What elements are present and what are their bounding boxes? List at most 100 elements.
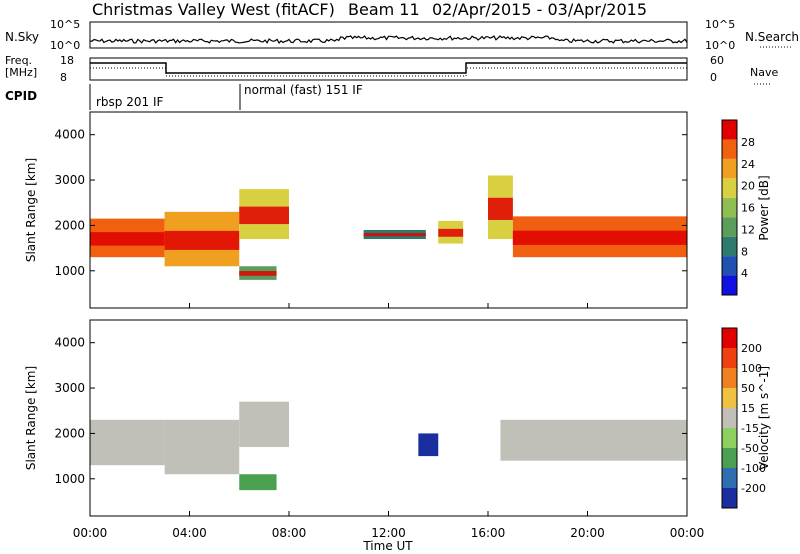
freq-label-line1: Freq. bbox=[5, 54, 32, 67]
nave-trace bbox=[90, 67, 687, 77]
colorbar-swatch-5 bbox=[722, 388, 737, 408]
velocity-band-2 bbox=[239, 401, 289, 448]
colorbar-tick-3: 16 bbox=[741, 202, 755, 215]
x-axis-ticks: 00:00 04:00 08:00 12:00 16:00 20:00 00:00 bbox=[73, 303, 705, 540]
power-colorbar-frame bbox=[721, 119, 738, 296]
velocity-colorbar-frame bbox=[721, 327, 738, 509]
colorbar-tick-4: 12 bbox=[741, 223, 755, 236]
velocity-colorbar: 200 100 50 15 -15 -50 -100 -200 bbox=[722, 328, 766, 508]
freq-panel-frame bbox=[89, 57, 688, 81]
cpid-segment-1: rbsp 201 IF bbox=[96, 95, 163, 109]
y-tick-label-2: 2000 bbox=[54, 218, 85, 232]
nsky-trace bbox=[89, 35, 688, 45]
x-tick-label-0: 00:00 bbox=[73, 526, 108, 540]
colorbar-swatch-7 bbox=[722, 139, 737, 159]
power-band-core-5 bbox=[438, 228, 464, 237]
colorbar-swatch-1 bbox=[722, 256, 737, 276]
velocity-colorbar-label: Velocity [m s^-1] bbox=[757, 366, 771, 470]
nsky-tick-bottom: 10^0 bbox=[50, 39, 80, 52]
y-tick-label-0: 4000 bbox=[54, 128, 85, 142]
colorbar-tick-2: 20 bbox=[741, 180, 755, 193]
power-data bbox=[90, 175, 687, 280]
freq-trace bbox=[90, 62, 687, 74]
colorbar-swatch-0 bbox=[722, 488, 737, 508]
power-band-core-1 bbox=[164, 230, 240, 250]
colorbar-tick-2: 50 bbox=[741, 382, 755, 395]
power-colorbar: 28 24 20 16 12 8 4 bbox=[722, 120, 755, 295]
velocity-band-5 bbox=[500, 419, 687, 461]
nsearch-tick-bottom: 10^0 bbox=[705, 39, 735, 52]
colorbar-swatch-5 bbox=[722, 178, 737, 198]
cpid-label: CPID bbox=[5, 89, 37, 103]
colorbar-swatch-8 bbox=[722, 120, 737, 140]
power-ylabel: Slant Range [km] bbox=[24, 158, 38, 262]
y-tick-label-1: 3000 bbox=[54, 173, 85, 187]
colorbar-swatch-0 bbox=[722, 275, 737, 295]
x-axis-label: Time UT bbox=[362, 539, 413, 553]
colorbar-swatch-4 bbox=[722, 197, 737, 218]
freq-tick-bottom: 8 bbox=[60, 71, 67, 84]
nave-tick-bottom: 0 bbox=[710, 71, 717, 84]
nsearch-tick-top: 10^5 bbox=[705, 18, 735, 31]
velocity-ylabel: Slant Range [km] bbox=[24, 366, 38, 470]
colorbar-tick-0: 28 bbox=[741, 136, 755, 149]
power-band-core-2 bbox=[239, 206, 289, 225]
x-tick-label-5: 20:00 bbox=[570, 526, 605, 540]
y-tick-label-3: 1000 bbox=[54, 472, 85, 486]
colorbar-tick-0: 200 bbox=[741, 342, 762, 355]
colorbar-swatch-4 bbox=[722, 408, 737, 428]
power-panel-frame bbox=[89, 111, 688, 309]
nsky-panel-frame bbox=[89, 21, 688, 49]
colorbar-swatch-7 bbox=[722, 348, 737, 368]
x-tick-label-4: 16:00 bbox=[471, 526, 506, 540]
colorbar-tick-6: -100 bbox=[741, 462, 766, 475]
y-tick-label-0: 4000 bbox=[54, 336, 85, 350]
velocity-panel-frame bbox=[89, 319, 688, 517]
power-band-core-3 bbox=[239, 271, 277, 276]
x-tick-label-3: 12:00 bbox=[371, 526, 406, 540]
colorbar-swatch-1 bbox=[722, 468, 737, 488]
colorbar-swatch-3 bbox=[722, 217, 737, 237]
colorbar-tick-3: 15 bbox=[741, 402, 755, 415]
date-range: 02/Apr/2015 - 03/Apr/2015 bbox=[432, 0, 647, 19]
y-tick-label-3: 1000 bbox=[54, 264, 85, 278]
power-y-ticks: 4000 3000 2000 1000 bbox=[54, 128, 687, 278]
velocity-data bbox=[90, 401, 687, 491]
freq-tick-top: 18 bbox=[60, 54, 74, 67]
velocity-band-3 bbox=[239, 474, 277, 491]
nsky-tick-top: 10^5 bbox=[50, 18, 80, 31]
freq-label-line2: [MHz] bbox=[5, 66, 37, 79]
nsearch-label: N.Search bbox=[745, 30, 799, 44]
colorbar-swatch-3 bbox=[722, 428, 737, 448]
power-band-core-6 bbox=[488, 197, 513, 220]
colorbar-tick-5: -50 bbox=[741, 442, 759, 455]
x-tick-label-6: 00:00 bbox=[670, 526, 705, 540]
colorbar-tick-1: 24 bbox=[741, 158, 755, 171]
power-band-core-4 bbox=[363, 233, 426, 237]
colorbar-tick-6: 4 bbox=[741, 267, 748, 280]
colorbar-tick-4: -15 bbox=[741, 422, 759, 435]
beam-label: Beam 11 bbox=[348, 0, 420, 19]
power-band-core-7 bbox=[512, 230, 687, 245]
velocity-y-ticks: 4000 3000 2000 1000 bbox=[54, 336, 687, 486]
colorbar-swatch-2 bbox=[722, 236, 737, 257]
y-tick-label-2: 2000 bbox=[54, 426, 85, 440]
figure-title: Christmas Valley West (fitACF) bbox=[92, 0, 335, 19]
x-tick-label-2: 08:00 bbox=[272, 526, 307, 540]
velocity-band-0 bbox=[90, 419, 165, 466]
x-tick-label-1: 04:00 bbox=[172, 526, 207, 540]
nsky-label: N.Sky bbox=[5, 30, 39, 44]
colorbar-tick-5: 8 bbox=[741, 245, 748, 258]
velocity-band-4 bbox=[418, 433, 439, 457]
colorbar-swatch-6 bbox=[722, 158, 737, 179]
power-band-core-0 bbox=[90, 232, 165, 246]
cpid-segment-2: normal (fast) 151 IF bbox=[244, 83, 363, 97]
colorbar-tick-7: -200 bbox=[741, 482, 766, 495]
colorbar-swatch-8 bbox=[722, 328, 737, 348]
velocity-band-1 bbox=[164, 419, 240, 475]
nave-label: Nave bbox=[750, 66, 778, 79]
nave-tick-top: 60 bbox=[710, 54, 724, 67]
colorbar-swatch-6 bbox=[722, 368, 737, 388]
colorbar-swatch-2 bbox=[722, 448, 737, 468]
